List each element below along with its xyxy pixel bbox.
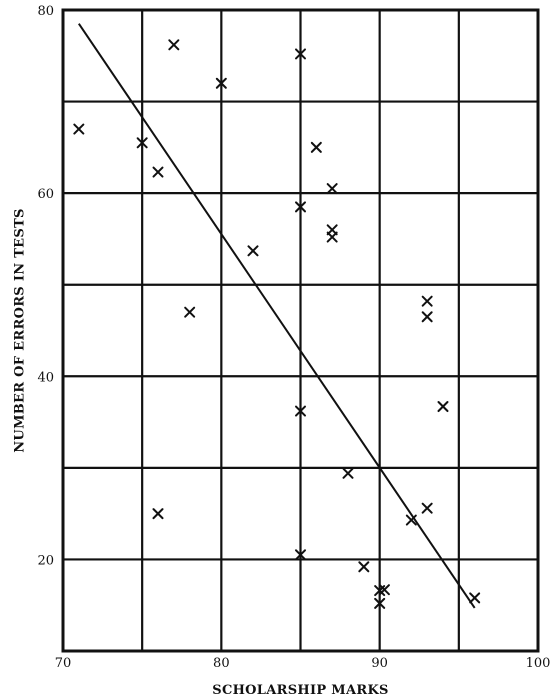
plot-frame	[61, 8, 540, 653]
data-point	[310, 141, 322, 153]
data-point	[421, 311, 433, 323]
x-axis-title: SCHOLARSHIP MARKS	[212, 683, 389, 698]
y-tick-label: 60	[37, 187, 54, 202]
data-point	[326, 231, 338, 243]
data-point	[184, 306, 196, 318]
data-point	[168, 39, 180, 51]
x-tick-labels: 70 80 90 100	[55, 656, 551, 671]
data-point	[378, 584, 390, 596]
data-point	[374, 597, 386, 609]
data-point	[152, 508, 164, 520]
data-point	[421, 502, 433, 514]
data-point	[295, 549, 306, 561]
x-tick-label: 100	[526, 656, 551, 671]
data-point	[405, 514, 417, 526]
x-tick-label: 90	[371, 656, 388, 671]
data-point	[326, 183, 338, 195]
data-point	[295, 201, 306, 213]
y-tick-label: 40	[37, 370, 54, 385]
grid	[63, 10, 538, 651]
data-point	[358, 561, 370, 573]
data-point	[437, 401, 449, 413]
y-tick-labels: 20 40 60 80	[37, 4, 54, 568]
data-point	[469, 592, 481, 604]
y-tick-label: 20	[37, 553, 54, 568]
x-tick-label: 70	[55, 656, 72, 671]
data-point	[295, 48, 306, 60]
y-axis-title: NUMBER OF ERRORS IN TESTS	[13, 208, 28, 453]
data-point	[342, 467, 354, 479]
data-point	[295, 405, 306, 417]
data-point	[215, 77, 227, 89]
trend-line	[78, 23, 476, 609]
data-point	[421, 295, 433, 307]
data-point	[73, 123, 85, 135]
x-tick-label: 80	[213, 656, 230, 671]
y-tick-label: 80	[37, 4, 54, 19]
data-point	[152, 166, 164, 178]
data-points	[73, 39, 481, 609]
data-point	[247, 245, 259, 257]
data-point	[136, 137, 148, 149]
